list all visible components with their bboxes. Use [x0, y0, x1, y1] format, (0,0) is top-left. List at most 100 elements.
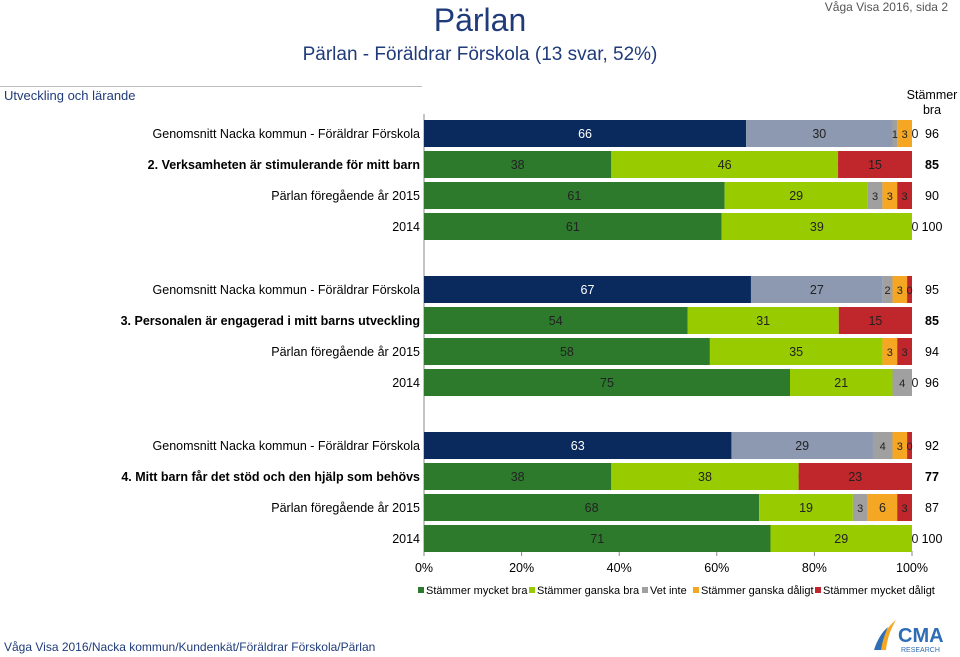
bar-value-label: 4: [899, 378, 905, 390]
page-reference: Våga Visa 2016, sida 2: [824, 0, 948, 14]
page-title: Pärlan: [433, 2, 527, 38]
bar-segment-vet-inte: [867, 182, 883, 209]
row-label: 2014: [392, 532, 420, 546]
benchmark-row-label: Genomsnitt Nacka kommun - Föräldrar Förs…: [153, 439, 420, 453]
logo-text: CMA: [898, 625, 944, 647]
stammer-bra-value: 96: [925, 376, 939, 390]
stammer-bra-value: 94: [925, 345, 939, 359]
bar-value-label: 30: [812, 127, 826, 141]
bar-value-label: 0: [906, 441, 912, 453]
bar-value-label: 75: [600, 376, 614, 390]
bar-segment-st-mmer-ganska-d-ligt: [892, 432, 908, 459]
bar-segment-st-mmer-mycket-d-ligt: [897, 494, 912, 521]
bar-value-label: 3: [902, 191, 908, 203]
stammer-bra-value: 85: [925, 314, 939, 328]
bar-value-label: 3: [887, 347, 893, 359]
bar-value-label: 38: [511, 470, 525, 484]
bar-value-label: 0: [912, 376, 919, 390]
bar-segment-st-mmer-ganska-d-ligt: [892, 276, 908, 303]
bar-value-label: 58: [560, 345, 574, 359]
bar-value-label: 63: [571, 439, 585, 453]
bar-value-label: 38: [511, 158, 525, 172]
bar-segment-st-mmer-mycket-bra: [424, 432, 732, 459]
bar-segment-st-mmer-mycket-d-ligt: [838, 307, 912, 334]
bar-segment-st-mmer-ganska-bra: [731, 432, 873, 459]
row-label: Pärlan föregående år 2015: [271, 345, 420, 359]
page-subtitle: Pärlan - Föräldrar Förskola (13 svar, 52…: [302, 44, 658, 65]
bar-segment-st-mmer-mycket-d-ligt: [897, 182, 912, 209]
section-title: Utveckling och lärande: [4, 88, 136, 103]
bar-segment-st-mmer-ganska-bra: [750, 276, 883, 303]
bar-segment-st-mmer-ganska-bra: [770, 525, 912, 552]
bar-segment-st-mmer-ganska-bra: [611, 463, 799, 490]
bar-value-label: 6: [879, 501, 886, 515]
bar-value-label: 61: [566, 220, 580, 234]
x-tick-label: 0%: [415, 561, 433, 575]
bar-value-label: 31: [756, 314, 770, 328]
stammer-bra-column-header: Stämmer bra: [906, 88, 958, 117]
bar-segment-st-mmer-mycket-d-ligt: [798, 463, 912, 490]
stammer-bra-value: 77: [925, 470, 939, 484]
bar-segment-st-mmer-mycket-bra: [424, 307, 688, 334]
row-label: Pärlan föregående år 2015: [271, 189, 420, 203]
benchmark-row-label: Genomsnitt Nacka kommun - Föräldrar Förs…: [153, 127, 420, 141]
cma-research-logo: CMA RESEARCH: [874, 620, 944, 654]
row-label: 3. Personalen är engagerad i mitt barns …: [121, 314, 420, 328]
bar-value-label: 68: [585, 501, 599, 515]
bar-value-label: 3: [857, 503, 863, 515]
bar-value-label: 38: [698, 470, 712, 484]
bar-value-label: 15: [868, 314, 882, 328]
bar-segment-st-mmer-mycket-bra: [424, 525, 771, 552]
bar-segment-st-mmer-mycket-bra: [424, 182, 725, 209]
bar-value-label: 4: [880, 441, 886, 453]
bar-value-label: 46: [718, 158, 732, 172]
bar-value-label: 61: [567, 189, 581, 203]
bar-value-label: 21: [834, 376, 848, 390]
bar-value-label: 35: [789, 345, 803, 359]
logo-sail-blue: [874, 627, 888, 650]
section-divider: [0, 86, 422, 87]
bar-value-label: 71: [590, 532, 604, 546]
bar-segment-st-mmer-mycket-d-ligt: [907, 276, 912, 303]
bar-segment-vet-inte: [882, 276, 893, 303]
bar-value-label: 1: [892, 129, 898, 141]
stammer-bra-value: 90: [925, 189, 939, 203]
bar-value-label: 54: [549, 314, 563, 328]
legend-label: Stämmer ganska bra: [537, 585, 640, 597]
legend-label: Stämmer ganska dåligt: [701, 585, 814, 597]
bar-segment-st-mmer-mycket-bra: [424, 369, 790, 396]
legend-swatch: [815, 587, 821, 593]
x-tick-label: 80%: [802, 561, 827, 575]
bar-value-label: 19: [799, 501, 813, 515]
row-label: 2. Verksamheten är stimulerande för mitt…: [148, 158, 420, 172]
bar-segment-vet-inte: [892, 369, 912, 396]
bar-value-label: 27: [810, 283, 824, 297]
stammer-bra-value: 85: [925, 158, 939, 172]
legend-swatch: [529, 587, 535, 593]
row-label: 2014: [392, 220, 420, 234]
bar-segment-st-mmer-ganska-d-ligt: [882, 338, 898, 365]
bar-value-label: 0: [912, 220, 919, 234]
bar-value-label: 29: [834, 532, 848, 546]
bar-segment-vet-inte: [872, 432, 893, 459]
bar-value-label: 3: [897, 441, 903, 453]
bar-value-label: 66: [578, 127, 592, 141]
logo-sail-orange: [878, 620, 896, 650]
legend-swatch: [693, 587, 699, 593]
bar-segment-st-mmer-mycket-bra: [424, 276, 751, 303]
bar-segment-st-mmer-ganska-bra: [724, 182, 868, 209]
bar-segment-st-mmer-ganska-bra: [721, 213, 912, 240]
legend-label: Vet inte: [650, 585, 687, 597]
x-tick-label: 100%: [896, 561, 928, 575]
bar-segment-st-mmer-mycket-bra: [424, 120, 747, 147]
bar-segment-st-mmer-mycket-bra: [424, 494, 760, 521]
x-tick-label: 20%: [509, 561, 534, 575]
bar-value-label: 67: [581, 283, 595, 297]
benchmark-row-label: Genomsnitt Nacka kommun - Föräldrar Förs…: [153, 283, 420, 297]
legend-swatch: [418, 587, 424, 593]
bar-segment-st-mmer-mycket-d-ligt: [907, 432, 912, 459]
bar-value-label: 3: [902, 503, 908, 515]
stammer-bra-value: 100: [922, 220, 943, 234]
bar-segment-st-mmer-ganska-bra: [611, 151, 839, 178]
